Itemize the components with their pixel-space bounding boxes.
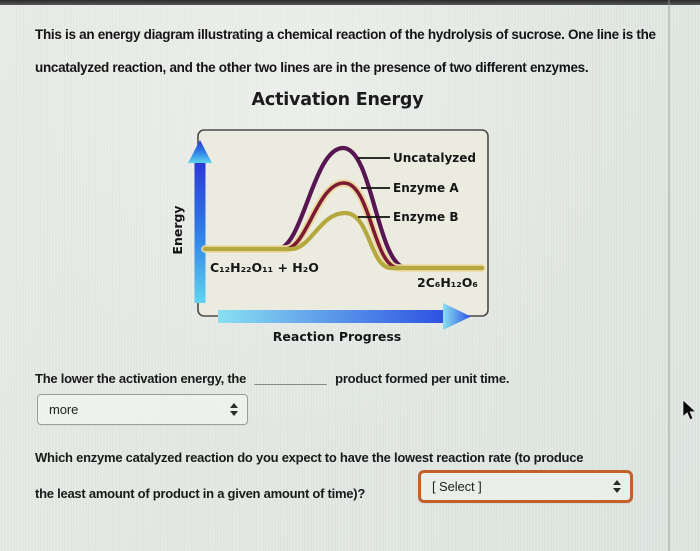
curve-enzyme-b <box>202 210 485 271</box>
right-edge-divider <box>668 0 670 551</box>
curve-enzyme-a <box>203 181 484 270</box>
y-axis-label: Energy <box>170 205 185 254</box>
question2-text-line2: the least amount of product in a given a… <box>35 486 366 501</box>
top-edge-bar <box>0 0 700 5</box>
activation-energy-diagram: Energy Uncatalyzed Enzyme A Enzyme B C₁₂… <box>170 129 489 344</box>
diagram-title: Activation Energy <box>251 90 424 110</box>
progress-axis-arrow-icon <box>218 303 471 330</box>
stepper-icon <box>230 403 238 416</box>
curve-uncatalyzed <box>202 145 485 271</box>
mouse-cursor-icon <box>682 399 697 421</box>
legend-label-enzyme-b: Enzyme B <box>393 210 459 224</box>
intro-text-line2: uncatalyzed reaction, and the other two … <box>35 60 589 75</box>
reactants-formula: C₁₂H₂₂O₁₁ + H₂O <box>210 260 319 275</box>
energy-axis-arrow-icon <box>188 140 212 303</box>
up-triangle-icon <box>613 480 621 485</box>
question2-selected-value: [ Select ] <box>432 479 482 494</box>
x-axis-label: Reaction Progress <box>273 329 401 344</box>
question1-after-blank: product formed per unit time. <box>335 371 510 386</box>
question2-text-line1: Which enzyme catalyzed reaction do you e… <box>35 450 584 465</box>
question1-selected-value: more <box>49 402 79 417</box>
question1-answer-select[interactable]: more <box>37 394 248 425</box>
question1-blank: __________ <box>254 371 327 386</box>
down-triangle-icon <box>613 488 621 493</box>
question2-answer-select[interactable]: [ Select ] <box>418 470 633 503</box>
intro-text-line1: This is an energy diagram illustrating a… <box>35 27 656 42</box>
legend-label-uncatalyzed: Uncatalyzed <box>393 151 476 165</box>
up-triangle-icon <box>230 403 238 408</box>
products-formula: 2C₆H₁₂O₆ <box>417 275 478 290</box>
legend-label-enzyme-a: Enzyme A <box>393 181 459 195</box>
stepper-icon <box>613 480 621 493</box>
down-triangle-icon <box>230 411 238 416</box>
question1-before-blank: The lower the activation energy, the <box>35 371 247 386</box>
question1-text: The lower the activation energy, the ___… <box>35 371 509 386</box>
